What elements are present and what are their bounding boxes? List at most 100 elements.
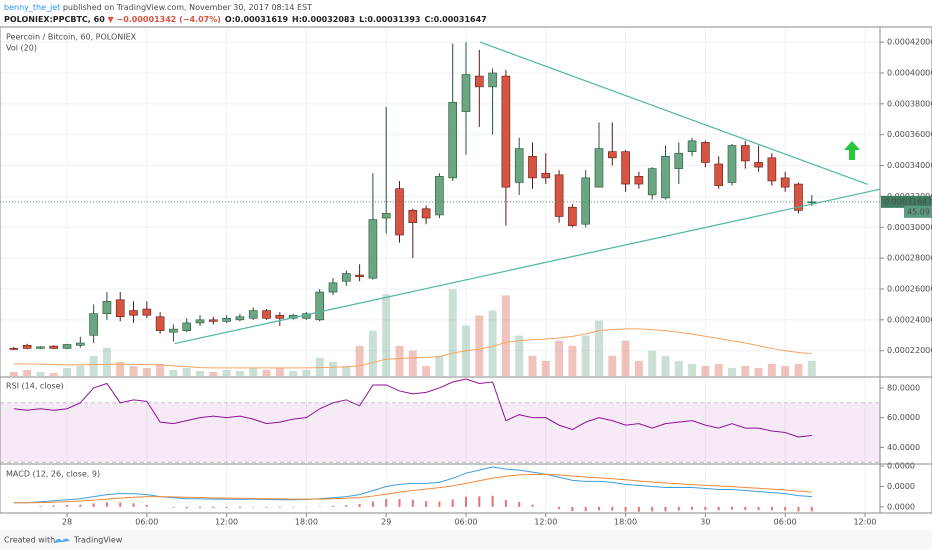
x-tick-label: 12:00 (853, 518, 876, 527)
ohlc-low: L:0.00031393 (359, 15, 420, 24)
rsi-line (13, 378, 812, 438)
candle-body (129, 310, 138, 316)
volume-bar (621, 340, 630, 376)
candle-body (807, 201, 817, 204)
macd-histogram-bar (119, 502, 122, 507)
volume-bar (408, 350, 417, 376)
candle-body (395, 188, 404, 236)
volume-bar (767, 363, 776, 376)
x-tick-label: 18:00 (614, 518, 637, 527)
candle-body (727, 145, 737, 183)
published: published on TradingView.com, November 3… (60, 3, 312, 12)
macd-histogram-bar (39, 506, 42, 507)
candle-body (607, 151, 617, 159)
volume-bar (329, 361, 338, 376)
volume-bar (382, 294, 391, 376)
macd-histogram-bar (225, 506, 228, 508)
volume-bar (528, 355, 537, 376)
candle-body (355, 274, 364, 277)
footer-logo (54, 538, 70, 543)
volume-bar (581, 335, 590, 376)
volume-bar (275, 367, 284, 376)
volume-bar (368, 330, 377, 376)
macd-histogram-bar (238, 506, 241, 508)
volume-bar (515, 335, 524, 376)
macd-histogram-bar (624, 506, 627, 512)
macd-histogram-bar (451, 499, 454, 507)
volume-bar (289, 370, 298, 376)
y-tick-label: 0.0000 (887, 482, 915, 491)
volume-bar (741, 365, 750, 376)
change: ▼ −0.00001342 (−4.07%) (105, 15, 221, 24)
y-tick-label: 0.00024000 (887, 315, 932, 324)
macd-line (13, 466, 812, 504)
candle-body (594, 148, 604, 188)
y-tick-label: 0.00038000 (887, 99, 932, 108)
volume-bar (727, 367, 736, 376)
volume-bar (315, 357, 324, 376)
macd-histogram-bar (531, 504, 534, 507)
y-tick-label: 0.00042000 (887, 38, 932, 47)
macd-histogram-bar (637, 506, 640, 512)
macd-histogram-bar (292, 506, 295, 508)
candle-body (501, 75, 511, 188)
y-tick-label: 40.0000 (887, 443, 920, 452)
rsi-title: RSI (14, close) (6, 382, 64, 391)
macd-histogram-bar (345, 505, 348, 507)
macd-histogram-bar (371, 501, 374, 507)
y-tick-label: 0.00036000 (887, 130, 932, 139)
volume-bar (448, 289, 457, 376)
volume-bar (49, 372, 58, 376)
footer-bar (0, 530, 932, 550)
volume-bar (568, 345, 577, 376)
candle-body (209, 319, 218, 322)
macd-histogram-bar (677, 506, 680, 511)
volume-bar (9, 371, 18, 376)
macd-histogram-bar (66, 505, 69, 507)
macd-histogram-bar (145, 504, 148, 507)
y-tick-label: 0.00030000 (887, 223, 932, 232)
candle-body (328, 282, 338, 293)
macd-histogram-bar (172, 506, 175, 508)
macd-histogram-bar (358, 504, 361, 507)
volume-bar (541, 360, 550, 376)
macd-histogram-bar (664, 506, 667, 512)
candle-body (381, 213, 391, 219)
x-tick-label: 06:00 (135, 518, 158, 527)
candle-body (435, 176, 444, 216)
macd-histogram-bar (425, 501, 428, 507)
candle-body (49, 345, 59, 349)
candle-body (740, 145, 750, 162)
macd-histogram-bar (730, 506, 733, 510)
candle-body (554, 174, 564, 217)
footer-brand[interactable]: TradingView (73, 536, 123, 545)
volume-bar (196, 370, 205, 376)
macd-histogram-bar (571, 506, 574, 512)
candle-body (169, 328, 178, 333)
macd-histogram-bar (105, 502, 108, 507)
candle-body (89, 313, 98, 336)
volume-bar (714, 363, 723, 376)
candle-body (408, 209, 418, 223)
candle-body (568, 206, 577, 227)
volume-bar (222, 369, 231, 376)
author[interactable]: benny_the_jet (4, 3, 60, 12)
volume-bar (36, 371, 45, 376)
candle-body (342, 273, 351, 282)
volume-bar (688, 363, 697, 376)
y-tick-label: 80.0000 (887, 383, 920, 392)
x-tick-label: 12:00 (215, 518, 238, 527)
y-tick-label: 0.00034000 (887, 161, 932, 170)
y-tick-label: 0.00040000 (887, 68, 932, 77)
macd-histogram-bar (185, 506, 188, 509)
macd-histogram-bar (784, 506, 787, 511)
candle-body (262, 310, 271, 319)
macd-title: MACD (12, 26, close, 9) (6, 470, 100, 479)
macd-histogram-bar (504, 499, 507, 507)
candle-body (315, 291, 325, 321)
frame (0, 26, 932, 514)
macd-histogram-bar (691, 506, 694, 510)
volume-bar (342, 365, 351, 376)
candle-body (794, 183, 803, 211)
macd-histogram-bar (199, 506, 202, 509)
